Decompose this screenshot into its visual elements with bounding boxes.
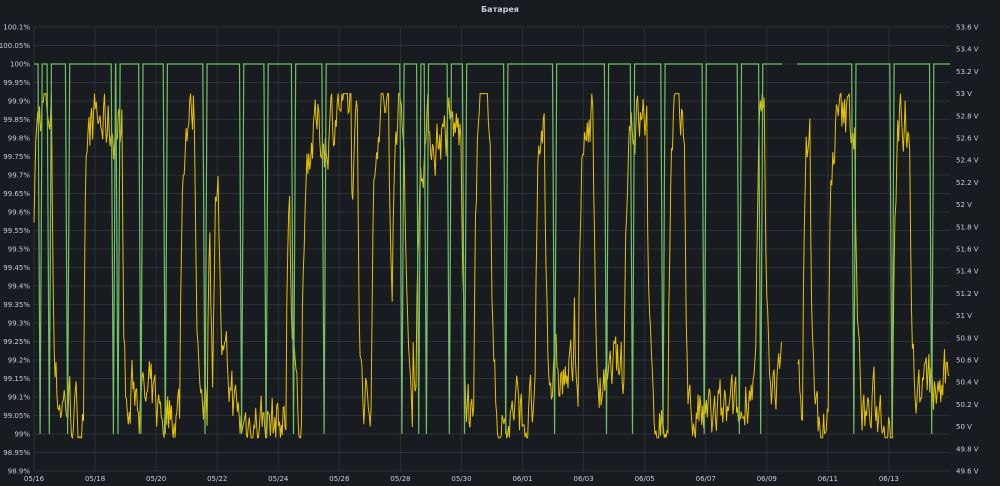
x-axis: 05/16 05/18 05/20 05/22 05/24 05/26 05/28 05/30…: [24, 475, 899, 483]
y-left-tick-label: 99.55%: [3, 227, 30, 235]
left-axis: 100.1% 100.05% 100% 99.95% 99.9% 99.85% 99.8% 9…: [0, 24, 30, 476]
right-axis: 53.6 V 53.4 V 53.2 V 53 V 52.8 V 52.6 V 52.4 V…: [956, 24, 979, 476]
y-right-tick-label: 50.8 V: [956, 334, 979, 342]
y-left-tick-label: 99.4%: [8, 283, 31, 291]
y-left-tick-label: 99.15%: [3, 375, 30, 383]
y-right-tick-label: 50.2 V: [956, 401, 979, 409]
y-left-tick-label: 100.1%: [3, 24, 30, 32]
x-tick-label: 06/01: [512, 475, 532, 483]
voltage-series-line: [797, 92, 950, 439]
y-right-tick-label: 51 V: [956, 312, 972, 320]
y-right-tick-label: 51.4 V: [956, 268, 979, 276]
y-left-tick-label: 98.95%: [3, 449, 30, 457]
y-right-tick-label: 51.2 V: [956, 290, 979, 298]
x-tick-label: 06/03: [574, 475, 594, 483]
x-tick-label: 05/28: [390, 475, 410, 483]
y-left-tick-label: 99.75%: [3, 153, 30, 161]
x-tick-label: 06/05: [635, 475, 655, 483]
y-left-tick-label: 99.7%: [8, 172, 31, 180]
y-left-tick-label: 100%: [10, 61, 30, 69]
y-right-tick-label: 53.4 V: [956, 46, 979, 54]
x-tick-label: 05/22: [207, 475, 227, 483]
y-right-tick-label: 53 V: [956, 90, 972, 98]
x-tick-label: 06/13: [879, 475, 899, 483]
y-left-tick-label: 99.9%: [8, 98, 31, 106]
y-right-tick-label: 50.6 V: [956, 357, 979, 365]
y-left-tick-label: 99.25%: [3, 338, 30, 346]
y-right-tick-label: 51.6 V: [956, 246, 979, 254]
y-left-tick-label: 99.2%: [8, 357, 31, 365]
x-tick-label: 05/24: [268, 475, 289, 483]
x-tick-label: 06/07: [696, 475, 716, 483]
series-group: [33, 63, 950, 440]
y-left-tick-label: 99.95%: [3, 79, 30, 87]
y-right-tick-label: 52.6 V: [956, 135, 979, 143]
y-left-tick-label: 98.9%: [8, 468, 31, 476]
x-tick-label: 05/20: [146, 475, 166, 483]
y-left-tick-label: 99%: [14, 431, 30, 439]
y-right-tick-label: 50 V: [956, 423, 972, 431]
y-right-tick-label: 51.8 V: [956, 223, 979, 231]
y-left-tick-label: 99.05%: [3, 412, 30, 420]
y-right-tick-label: 53.6 V: [956, 24, 979, 32]
y-left-tick-label: 100.05%: [0, 42, 30, 50]
y-right-tick-label: 52.2 V: [956, 179, 979, 187]
x-tick-label: 06/09: [757, 475, 777, 483]
battery-percent-line: [34, 63, 783, 435]
y-right-tick-label: 52 V: [956, 201, 972, 209]
y-right-tick-label: 50.4 V: [956, 379, 979, 387]
x-tick-label: 05/26: [329, 475, 350, 483]
y-right-tick-label: 49.8 V: [956, 445, 979, 453]
y-left-tick-label: 99.35%: [3, 301, 30, 309]
y-right-tick-label: 52.4 V: [956, 157, 979, 165]
y-left-tick-label: 99.1%: [8, 394, 31, 402]
x-tick-label: 05/30: [451, 475, 471, 483]
grid: [33, 26, 950, 472]
y-left-tick-label: 99.5%: [8, 246, 31, 254]
y-right-tick-label: 53.2 V: [956, 68, 979, 76]
battery-percent-line: [797, 63, 950, 435]
y-left-tick-label: 99.85%: [3, 116, 30, 124]
y-left-tick-label: 99.65%: [3, 190, 30, 198]
y-left-tick-label: 99.6%: [8, 209, 31, 217]
y-left-tick-label: 99.3%: [8, 320, 31, 328]
voltage-series-line: [33, 92, 782, 440]
x-tick-label: 06/11: [818, 475, 838, 483]
y-right-tick-label: 49.6 V: [956, 468, 979, 476]
y-left-tick-label: 99.8%: [8, 135, 31, 143]
y-left-tick-label: 99.45%: [3, 264, 30, 272]
x-tick-label: 05/16: [24, 475, 45, 483]
chart-title: Батарея: [481, 5, 519, 14]
x-tick-label: 05/18: [85, 475, 105, 483]
y-right-tick-label: 52.8 V: [956, 112, 979, 120]
